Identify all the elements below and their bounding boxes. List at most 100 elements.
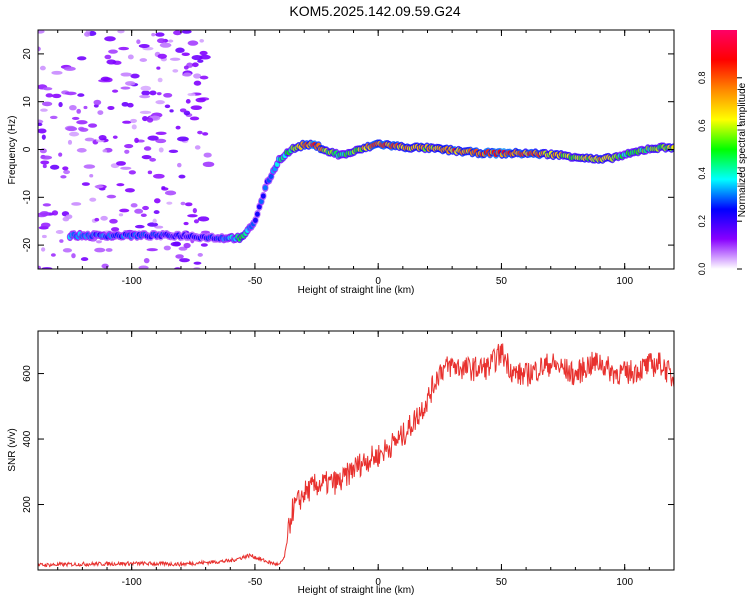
noise-blob xyxy=(116,183,125,187)
noise-blob xyxy=(84,31,91,37)
noise-blob xyxy=(41,247,46,252)
noise-blob xyxy=(42,87,53,91)
noise-blob xyxy=(119,208,130,213)
noise-blob xyxy=(97,110,104,115)
ridge-cell xyxy=(262,185,268,191)
noise-blob xyxy=(149,157,157,162)
ridge-cell xyxy=(671,144,674,151)
noise-blob xyxy=(138,265,149,269)
colorbar: 0.0 0.2 0.4 0.6 0.8 Normalized spectral ampl… xyxy=(697,30,748,275)
noise-blob xyxy=(193,73,202,79)
noise-blob xyxy=(139,58,148,62)
x-tick-label: -50 xyxy=(248,577,263,588)
noise-blob xyxy=(58,152,63,157)
noise-blob xyxy=(139,110,152,114)
noise-blob xyxy=(118,213,124,217)
noise-blob xyxy=(76,120,88,125)
noise-blob xyxy=(63,170,71,175)
noise-blob xyxy=(124,143,134,149)
noise-blob xyxy=(102,149,108,153)
noise-blob xyxy=(51,93,62,99)
spectrogram-y-label: Frequency (Hz) xyxy=(7,116,18,185)
noise-blob xyxy=(134,137,139,143)
noise-blob xyxy=(78,127,89,132)
y-tick-label: 200 xyxy=(22,496,33,513)
noise-blob xyxy=(112,89,119,93)
noise-blob xyxy=(81,182,90,186)
noise-blob xyxy=(65,126,78,132)
noise-blob xyxy=(185,202,193,207)
noise-blob xyxy=(203,152,212,158)
noise-blob xyxy=(39,211,50,217)
figure-title: KOM5.2025.142.09.59.G24 xyxy=(289,3,460,19)
colorbar-gradient xyxy=(711,30,737,269)
noise-blob xyxy=(60,175,67,179)
noise-blob xyxy=(192,62,199,68)
noise-blob xyxy=(62,248,73,253)
noise-blob xyxy=(104,54,112,60)
noise-blob xyxy=(38,122,43,127)
noise-blob xyxy=(172,241,181,247)
colorbar-tick-label: 0.4 xyxy=(697,167,707,180)
noise-blob xyxy=(143,146,152,151)
noise-blob xyxy=(130,73,140,79)
noise-blob xyxy=(84,137,95,142)
noise-blob xyxy=(38,128,47,134)
noise-blob xyxy=(130,118,137,123)
noise-blob xyxy=(173,30,182,36)
noise-blob xyxy=(131,124,137,130)
noise-blob xyxy=(155,32,165,37)
noise-blob xyxy=(141,90,150,96)
noise-blob xyxy=(62,166,69,171)
noise-blob xyxy=(194,145,201,150)
noise-blob xyxy=(128,170,136,175)
noise-blob xyxy=(187,40,199,46)
noise-blob xyxy=(181,52,190,57)
noise-blob xyxy=(179,108,187,113)
noise-blob xyxy=(68,131,80,137)
noise-blob xyxy=(141,155,152,160)
noise-blob xyxy=(180,201,186,206)
noise-blob xyxy=(89,173,94,178)
noise-blob xyxy=(155,131,167,136)
snr-x-label: Height of straight line (km) xyxy=(298,585,415,596)
noise-blob xyxy=(197,59,204,63)
noise-blob xyxy=(49,115,58,120)
noise-blob xyxy=(159,42,172,48)
noise-blob xyxy=(77,93,85,97)
x-tick-label: -50 xyxy=(248,276,263,287)
noise-blob xyxy=(199,54,211,60)
noise-blob xyxy=(96,240,102,244)
noise-blob xyxy=(197,252,203,257)
colorbar-tick-label: 0.8 xyxy=(697,72,707,85)
noise-blob xyxy=(71,253,76,259)
noise-blob xyxy=(41,101,53,107)
snr-panel: -100 -50 0 50 100 200 400 600 Height of straigh… xyxy=(7,330,675,596)
x-tick-label: -100 xyxy=(122,276,142,287)
ridge-cell xyxy=(254,211,260,217)
noise-blob xyxy=(157,77,163,83)
noise-blob xyxy=(117,30,125,34)
y-tick-label: -20 xyxy=(22,237,33,252)
noise-blob xyxy=(40,108,48,112)
noise-blob xyxy=(187,214,198,218)
noise-blob xyxy=(147,170,153,175)
noise-blob xyxy=(104,36,116,42)
noise-blob xyxy=(183,221,189,226)
snr-frame xyxy=(37,330,675,571)
noise-blob xyxy=(76,148,87,153)
noise-blob xyxy=(172,69,179,73)
noise-blob xyxy=(106,59,117,65)
noise-blob xyxy=(183,65,189,70)
noise-blob xyxy=(153,198,161,204)
noise-blob xyxy=(63,66,76,71)
noise-blob xyxy=(153,210,160,215)
noise-blob xyxy=(161,186,166,190)
noise-blob xyxy=(134,208,144,214)
noise-blob xyxy=(108,49,118,54)
x-tick-label: 0 xyxy=(375,577,381,588)
noise-blob xyxy=(94,184,104,189)
y-tick-label: 0 xyxy=(22,146,33,152)
noise-blob xyxy=(197,130,203,135)
noise-blob xyxy=(155,138,167,144)
